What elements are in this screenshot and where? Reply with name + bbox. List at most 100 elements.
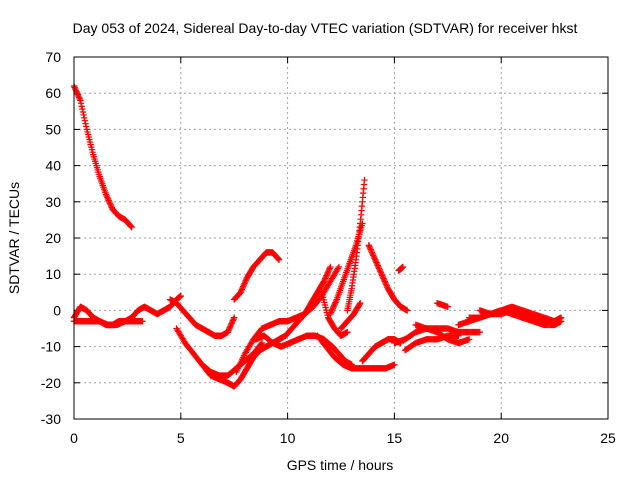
data-point <box>71 84 78 91</box>
data-point <box>229 318 236 326</box>
y-tick-label: 30 <box>45 194 61 210</box>
data-point <box>139 318 146 325</box>
data-point <box>81 114 88 122</box>
data-point <box>258 339 266 347</box>
data-point <box>330 303 337 310</box>
data-point <box>344 328 351 336</box>
data-point <box>239 283 247 290</box>
data-point <box>257 340 265 348</box>
data-point <box>370 252 377 259</box>
data-point <box>106 198 113 205</box>
data-point <box>177 292 184 300</box>
data-point <box>275 255 282 263</box>
data-point <box>444 303 451 310</box>
data-point <box>82 123 90 130</box>
data-point <box>104 195 112 203</box>
series-arc-13 <box>337 299 364 332</box>
data-point <box>329 306 336 313</box>
data-point <box>240 281 248 289</box>
data-point <box>231 314 238 321</box>
data-point <box>225 327 232 334</box>
data-point <box>327 310 334 318</box>
data-point <box>321 276 328 284</box>
data-point <box>75 94 83 101</box>
data-point <box>323 272 330 279</box>
data-point <box>241 280 248 287</box>
x-tick-label: 15 <box>387 430 403 446</box>
data-point <box>380 275 387 282</box>
data-point <box>327 263 334 271</box>
data-point <box>77 100 85 107</box>
data-point <box>224 328 231 336</box>
y-tick-label: 60 <box>45 85 61 101</box>
series-arc-8 <box>233 263 343 376</box>
data-point <box>104 194 111 201</box>
data-point <box>327 309 335 316</box>
data-point <box>373 259 380 266</box>
data-point <box>230 315 237 323</box>
data-point <box>465 336 473 343</box>
data-point <box>78 103 85 110</box>
data-point <box>81 117 89 124</box>
data-point <box>382 279 389 287</box>
data-point <box>237 289 244 296</box>
data-point <box>404 307 411 314</box>
data-point <box>335 263 343 271</box>
data-point <box>332 299 339 306</box>
data-point <box>238 286 246 293</box>
data-point <box>274 255 281 262</box>
data-point <box>105 197 112 204</box>
data-point <box>371 256 379 263</box>
data-point <box>361 176 368 184</box>
data-point <box>334 265 342 272</box>
series-arc-10 <box>318 289 351 339</box>
data-point <box>320 278 328 285</box>
data-point <box>326 265 333 272</box>
series-arc-16 <box>365 242 411 314</box>
data-point <box>377 269 385 276</box>
data-point <box>371 255 378 262</box>
data-point <box>103 192 110 200</box>
data-point <box>74 91 82 98</box>
data-point <box>329 305 337 312</box>
data-point <box>328 307 335 315</box>
data-point <box>226 324 233 331</box>
data-point <box>79 108 87 116</box>
data-point <box>376 266 383 274</box>
data-point <box>381 278 388 285</box>
data-point <box>330 302 338 309</box>
x-axis-label: GPS time / hours <box>287 457 394 473</box>
series-arc-4 <box>166 296 238 339</box>
data-point <box>79 105 86 113</box>
series-arc-14 <box>314 332 398 372</box>
series-arc-12 <box>344 176 368 314</box>
data-point <box>476 328 484 336</box>
data-point <box>321 275 329 282</box>
series-arc-1 <box>70 82 135 231</box>
series-arc-24 <box>433 299 451 310</box>
data-point <box>106 200 114 207</box>
data-point <box>373 260 381 268</box>
data-point <box>127 222 134 229</box>
data-point <box>128 223 135 231</box>
x-tick-label: 20 <box>493 430 509 446</box>
data-point <box>225 326 233 333</box>
y-tick-label: -20 <box>41 375 61 391</box>
series-arc-20 <box>412 321 473 347</box>
x-tick-label: 0 <box>70 430 78 446</box>
series-arc-3 <box>70 318 146 329</box>
data-point <box>374 262 381 269</box>
data-point <box>368 249 376 256</box>
data-point <box>227 321 235 329</box>
data-point <box>357 299 364 307</box>
data-point <box>365 242 372 249</box>
data-point <box>332 297 340 305</box>
data-point <box>75 92 82 100</box>
data-point <box>322 273 330 281</box>
data-point <box>275 256 283 263</box>
grid-lines <box>74 57 608 419</box>
x-tick-label: 25 <box>600 430 616 446</box>
y-tick-label: 70 <box>45 49 61 65</box>
chart-title: Day 053 of 2024, Sidereal Day-to-day VTE… <box>73 20 578 36</box>
